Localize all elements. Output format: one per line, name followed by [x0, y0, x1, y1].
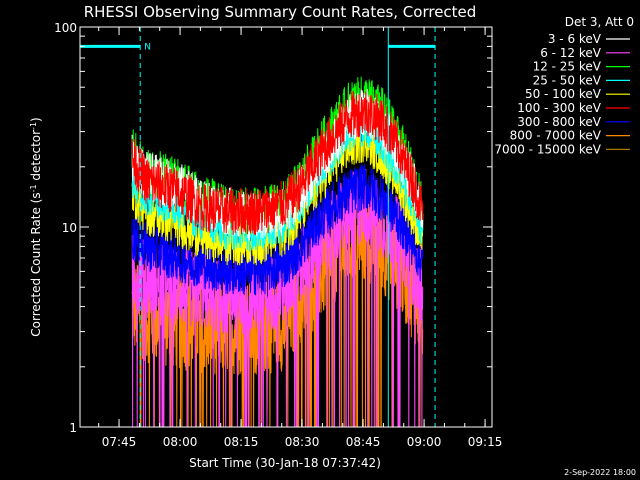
plot-area: N 07:45 08:00 08:15 08:30 08:45 09:00 09:15 1 10… — [54, 21, 502, 449]
x-tick-label: 08:30 — [285, 435, 320, 449]
legend-label: 12 - 25 keV — [533, 60, 602, 74]
legend-label: 7000 - 15000 keV — [494, 142, 601, 156]
flag-label: N — [144, 42, 151, 52]
legend-label: 100 - 300 keV — [517, 101, 601, 115]
footer-date: 2-Sep-2022 18:00 — [564, 468, 636, 477]
series-trace — [131, 90, 424, 236]
y-axis-label: Corrected Count Rate (s-1 detector-1) — [29, 117, 44, 336]
legend-label: 300 - 800 keV — [517, 115, 601, 129]
legend-label: 6 - 12 keV — [540, 46, 602, 60]
legend-label: 50 - 100 keV — [525, 87, 602, 101]
y-tick-label: 100 — [54, 21, 77, 35]
x-tick-label: 09:15 — [468, 435, 503, 449]
x-tick-label: 08:00 — [163, 435, 198, 449]
legend-label: 3 - 6 keV — [548, 32, 602, 46]
series-trace — [131, 163, 424, 296]
y-tick-label: 10 — [62, 221, 77, 235]
x-tick-label: 08:15 — [224, 435, 259, 449]
legend-label: 25 - 50 keV — [533, 73, 602, 87]
chart-title: RHESSI Observing Summary Count Rates, Co… — [84, 3, 477, 21]
series-trace — [131, 168, 424, 427]
x-tick-label: 07:45 — [102, 435, 137, 449]
x-axis-label: Start Time (30-Jan-18 07:37:42) — [189, 456, 381, 470]
y-tick-label: 1 — [69, 421, 77, 435]
legend-header: Det 3, Att 0 — [565, 15, 634, 29]
legend-label: 800 - 7000 keV — [510, 129, 602, 143]
series-layer — [131, 76, 424, 427]
x-tick-label: 08:45 — [346, 435, 381, 449]
x-tick-label: 09:00 — [407, 435, 442, 449]
axis-layer: 07:45 08:00 08:15 08:30 08:45 09:00 09:15 1 10 10… — [54, 21, 502, 449]
